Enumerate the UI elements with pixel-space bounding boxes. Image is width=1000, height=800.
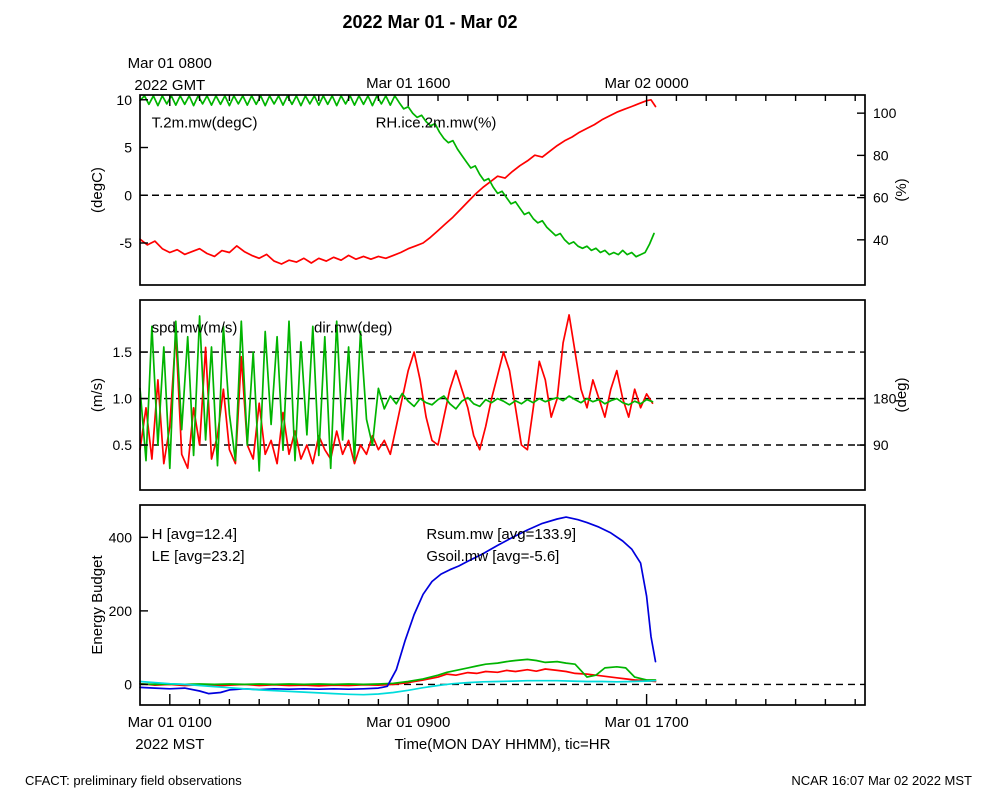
y-tick-label: 400 [109, 529, 133, 545]
y-tick-label: 100 [873, 105, 897, 121]
top-axis-tick-label: Mar 01 1600 [366, 75, 450, 92]
y-tick-label: 1.0 [113, 391, 133, 407]
y-tick-label: 60 [873, 190, 889, 206]
y-tick-label: 80 [873, 147, 889, 163]
legend-dir.mw(deg): dir.mw(deg) [314, 319, 392, 336]
y-axis-title-left: Energy Budget [89, 555, 106, 655]
y-axis-title-right: (deg) [893, 377, 910, 412]
y-tick-label: 40 [873, 232, 889, 248]
legend-Gsoil.mw [avg=-5.6]: Gsoil.mw [avg=-5.6] [426, 548, 559, 565]
top-axis-era-label: 2022 GMT [134, 77, 205, 94]
y-tick-label: 1.5 [113, 344, 133, 360]
panel-frame [139, 94, 866, 286]
y-tick-label: 200 [109, 603, 133, 619]
legend-RH.ice.2m.mw(%): RH.ice.2m.mw(%) [376, 114, 497, 131]
series-line-RH.ice.2m.mw(%) [139, 94, 655, 258]
series-line-spd.mw(m/s) [139, 314, 654, 470]
top-axis-tick-label: Mar 02 0000 [604, 75, 688, 92]
y-tick-label: 0.5 [113, 437, 133, 453]
y-axis-title-right: (%) [893, 178, 910, 201]
legend-T.2m.mw(degC): T.2m.mw(degC) [152, 114, 258, 131]
y-tick-label: 5 [124, 140, 132, 156]
panel-energy-budget: 400 200 0 Energy Budget H [avg=12.4] LE [avg=… [89, 504, 866, 706]
legend-LE [avg=23.2]: LE [avg=23.2] [152, 548, 245, 565]
bottom-axis-tick-label: Mar 01 0900 [366, 714, 450, 731]
series-line-T.2m.mw(degC) [139, 98, 657, 265]
x-axis-title: Time(MON DAY HHMM), tic=HR [395, 736, 611, 753]
y-tick-label: 0 [124, 676, 132, 692]
y-tick-label: 0 [124, 187, 132, 203]
bottom-axis-tick-label: Mar 01 1700 [604, 714, 688, 731]
y-axis-title-left: (m/s) [89, 378, 106, 412]
series-line-Rsum.mw [avg=133.9] [139, 516, 657, 695]
legend-H [avg=12.4]: H [avg=12.4] [152, 526, 237, 543]
y-axis-title-left: (degC) [89, 167, 106, 213]
series-line-Gsoil.mw [avg=-5.6] [139, 679, 657, 696]
series-line-LE [avg=23.2] [139, 658, 657, 686]
panel-frame [139, 504, 866, 706]
bottom-axis-era-label: 2022 MST [135, 736, 204, 753]
y-tick-label: 10 [116, 92, 132, 108]
y-tick-label: 180 [873, 391, 897, 407]
panel-wind: 1.5 1.0 0.5 180 90 (m/s) (deg) spd.mw(m/s) dir.m… [89, 299, 910, 491]
bottom-axis-tick-label: Mar 01 0100 [128, 714, 212, 731]
panel-temp-rh: 10 5 0 -5 100 80 60 40 (degC) (%) T.2m.mw(degC) RH.… [89, 92, 910, 286]
y-tick-label: -5 [120, 235, 133, 251]
top-axis-tick-label: Mar 01 0800 [128, 55, 212, 72]
y-tick-label: 90 [873, 437, 889, 453]
panel-frame [139, 299, 866, 491]
page-title: 2022 Mar 01 - Mar 02 [342, 12, 518, 32]
legend-spd.mw(m/s): spd.mw(m/s) [152, 319, 238, 336]
footer-note-right: NCAR 16:07 Mar 02 2022 MST [791, 773, 972, 788]
footer-note-left: CFACT: preliminary field observations [25, 773, 242, 788]
legend-Rsum.mw [avg=133.9]: Rsum.mw [avg=133.9] [426, 526, 576, 543]
series-line-dir.mw(deg) [139, 315, 654, 472]
